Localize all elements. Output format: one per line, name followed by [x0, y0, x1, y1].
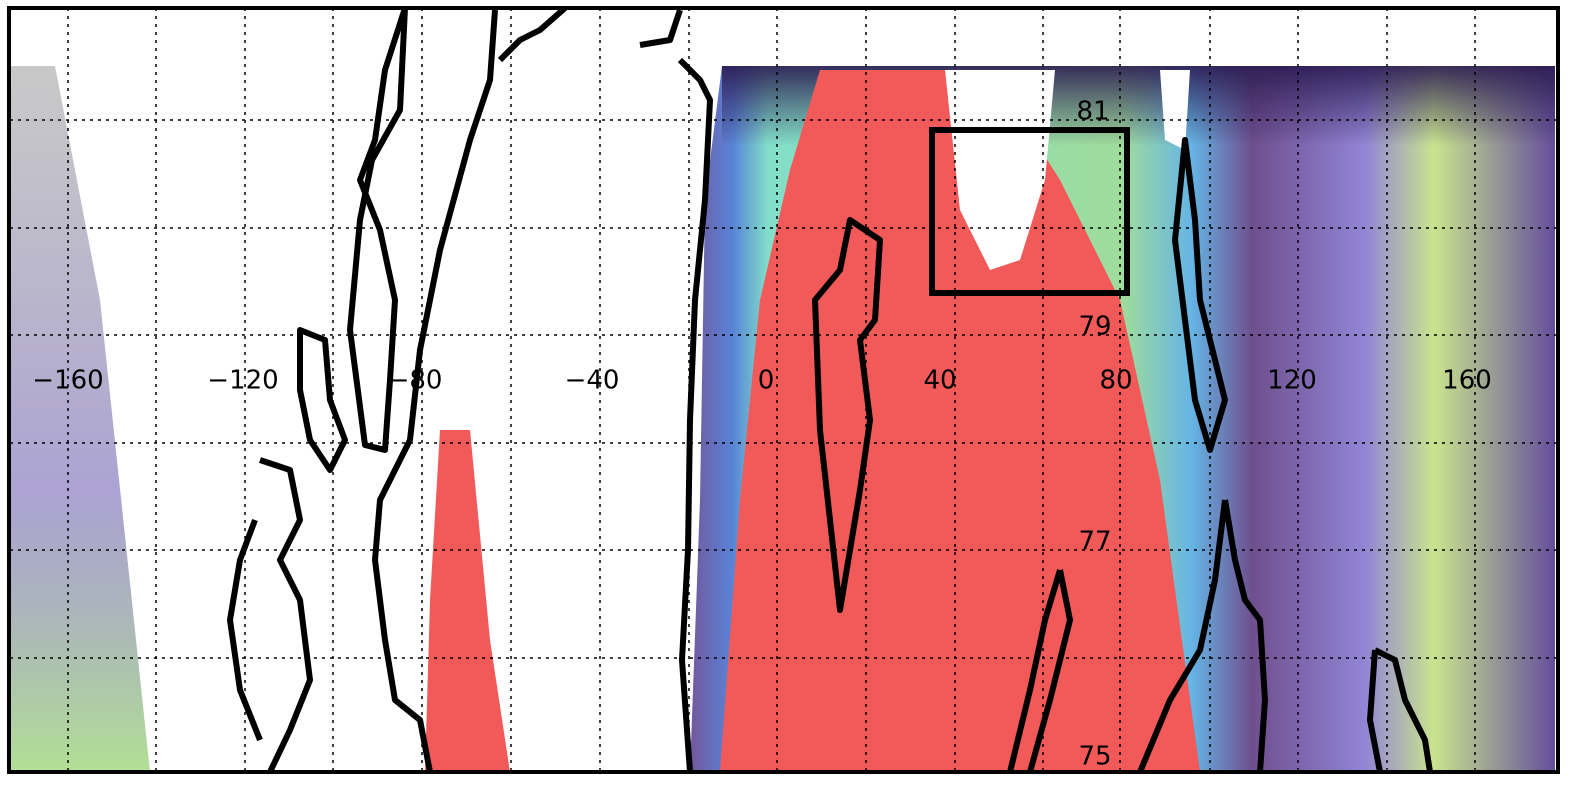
longitude-label: 40: [923, 366, 956, 396]
coastline: [230, 460, 310, 772]
longitude-label: −40: [565, 366, 620, 396]
map: −160 −120 −80 −40 0 40 80 120 160 81 79 …: [0, 0, 1589, 786]
latitude-label: 81: [1076, 97, 1109, 127]
coastline: [300, 330, 345, 470]
longitude-label: 0: [758, 366, 775, 396]
longitude-label: −160: [32, 366, 103, 396]
longitude-label: −120: [207, 366, 278, 396]
longitude-label: 120: [1267, 366, 1317, 396]
page: {"map": { "longitude_labels": ["\u221216…: [0, 0, 1589, 786]
latitude-label: 75: [1078, 742, 1111, 772]
latitude-label: 77: [1078, 527, 1111, 557]
longitude-label: 160: [1442, 366, 1492, 396]
left-field: [10, 66, 150, 772]
longitude-label: −80: [388, 366, 443, 396]
coastline: [500, 8, 680, 60]
longitude-label: 80: [1099, 366, 1132, 396]
red-strip: [425, 430, 510, 772]
latitude-label: 79: [1078, 312, 1111, 342]
data-fields: [10, 66, 1555, 772]
